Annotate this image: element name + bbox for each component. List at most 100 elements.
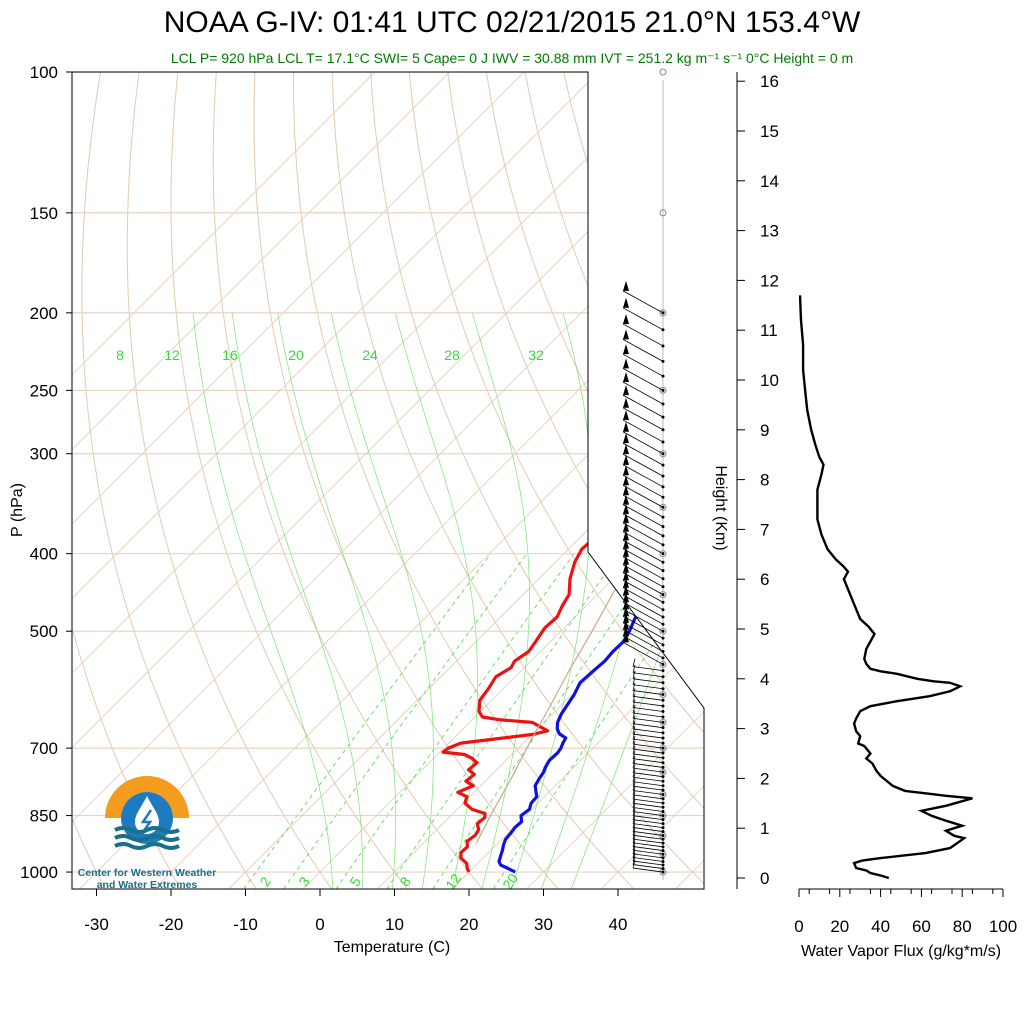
moist-adiabat-line [192, 312, 334, 889]
wind-barb-feather [632, 755, 636, 764]
wind-barb-staff [622, 556, 664, 580]
barb-level-marker [659, 550, 667, 558]
x-tick-label: 10 [385, 915, 404, 934]
wind-barb-feather [632, 658, 636, 667]
wind-barb-staff [632, 763, 664, 768]
wind-barb-feather [632, 676, 636, 685]
wind-barb-staff [622, 474, 664, 498]
wind-barb-feather [632, 745, 636, 755]
moist-adiabat-line [330, 312, 434, 889]
flux-y-tick-label: 13 [760, 222, 779, 241]
dry-adiabat-line [72, 72, 106, 889]
wind-barb-feather [632, 664, 636, 673]
wind-barb-staff [632, 738, 664, 744]
wind-barb-flag [623, 562, 629, 573]
dry-adiabat-line [72, 72, 181, 889]
flux-y-tick-label: 12 [760, 271, 779, 290]
wind-barb-staff [632, 864, 664, 869]
dry-adiabat-line [601, 72, 704, 889]
flux-y-tick-label: 7 [760, 520, 769, 539]
barb-level-marker [659, 309, 667, 317]
flux-y-tick-label: 4 [760, 670, 769, 689]
isotherm-line [72, 72, 704, 889]
x-tick-label: -30 [84, 915, 109, 934]
mixing-ratio-top-label: 28 [444, 347, 460, 363]
wind-barb-staff [622, 464, 664, 488]
wind-barb-staff [622, 579, 664, 603]
dry-adiabat-line [757, 72, 1024, 889]
wind-barb-staff [632, 823, 664, 829]
sounding-curves [441, 312, 704, 874]
wind-barbs [622, 68, 667, 880]
wind-barb-staff [632, 790, 664, 795]
wind-barb-flag [623, 494, 629, 505]
wind-barb-staff [622, 622, 664, 646]
cw3e-logo: Center for Western Weather and Water Ext… [78, 776, 216, 891]
y-tick-label: 850 [30, 807, 58, 826]
wind-barb-flag [623, 585, 629, 596]
isotherm-line [72, 72, 599, 889]
mixing-ratio-top-label: 24 [362, 347, 378, 363]
flux-series-line [799, 295, 973, 880]
wind-barb-feather [632, 769, 636, 778]
moist-adiabat-line [277, 312, 396, 889]
x-tick-label: -20 [159, 915, 184, 934]
background-lines: 8 12 16 20 24 28 322 3 5 8 12 20 [72, 72, 1024, 889]
isotherm-line [72, 72, 450, 889]
y-tick-label: 700 [30, 739, 58, 758]
wind-barb-staff [632, 842, 664, 848]
wind-barb-staff [632, 798, 664, 804]
wind-barb-flag [623, 465, 629, 476]
wind-barb-staff [622, 587, 664, 611]
wind-barb-feather [632, 693, 636, 703]
wind-barb-staff [622, 453, 664, 477]
barb-level-marker [659, 660, 667, 668]
flux-x-tick-label: 60 [912, 917, 931, 936]
wind-barb-flag [623, 512, 629, 523]
skewt-frame [71, 71, 705, 890]
dry-adiabat-line [212, 72, 484, 889]
wind-barb-staff [622, 494, 664, 518]
wind-barb-feather [632, 715, 636, 724]
flux-y-tick-label: 1 [760, 819, 769, 838]
flux-y-tick-label: 15 [760, 122, 779, 141]
x-tick-label: 30 [534, 915, 553, 934]
wind-barb-staff [632, 776, 664, 782]
flux-x-tick-label: 0 [794, 917, 803, 936]
wind-barb-feather [632, 699, 636, 708]
dry-adiabat-line [678, 72, 704, 889]
wind-barb-staff [622, 442, 664, 466]
flux-y-tick-label: 8 [760, 471, 769, 490]
isotherm-line [72, 72, 704, 889]
wind-barb-staff [622, 307, 664, 331]
isobar-lines [72, 72, 704, 873]
x-axis-ticks: -30 -20 -10 0 10 20 30 40 [84, 889, 627, 934]
wind-barb-staff [622, 531, 664, 555]
dry-adiabat-line [834, 72, 1024, 889]
wind-barb-staff [622, 394, 664, 418]
mixing-ratio-top-label: 20 [288, 347, 304, 363]
moist-adiabat-line [471, 312, 530, 889]
dry-adiabat-line [524, 72, 704, 889]
wind-barb-staff [632, 748, 664, 754]
wind-barb-staff [622, 353, 664, 377]
wind-barb-staff [632, 733, 664, 739]
wind-barb-staff [632, 672, 664, 678]
flux-y-tick-label: 10 [760, 371, 779, 390]
wind-barb-staff [622, 629, 664, 652]
wind-barb-feather [632, 842, 636, 851]
wind-barb-staff [632, 867, 664, 873]
isotherm-line [72, 72, 376, 889]
wind-barb-staff [622, 608, 664, 632]
wind-barb-staff [622, 419, 664, 443]
dry-adiabat-line [331, 72, 704, 889]
dry-adiabat-line [370, 72, 704, 889]
logo-wave [114, 834, 180, 842]
flux-y-tick-label: 9 [760, 421, 769, 440]
wind-barb-staff [632, 846, 664, 851]
mixing-ratio-bottom-label: 5 [346, 873, 364, 889]
wind-barb-flag [623, 592, 629, 603]
isotherm-line [302, 72, 704, 889]
isotherm-line [526, 72, 704, 889]
